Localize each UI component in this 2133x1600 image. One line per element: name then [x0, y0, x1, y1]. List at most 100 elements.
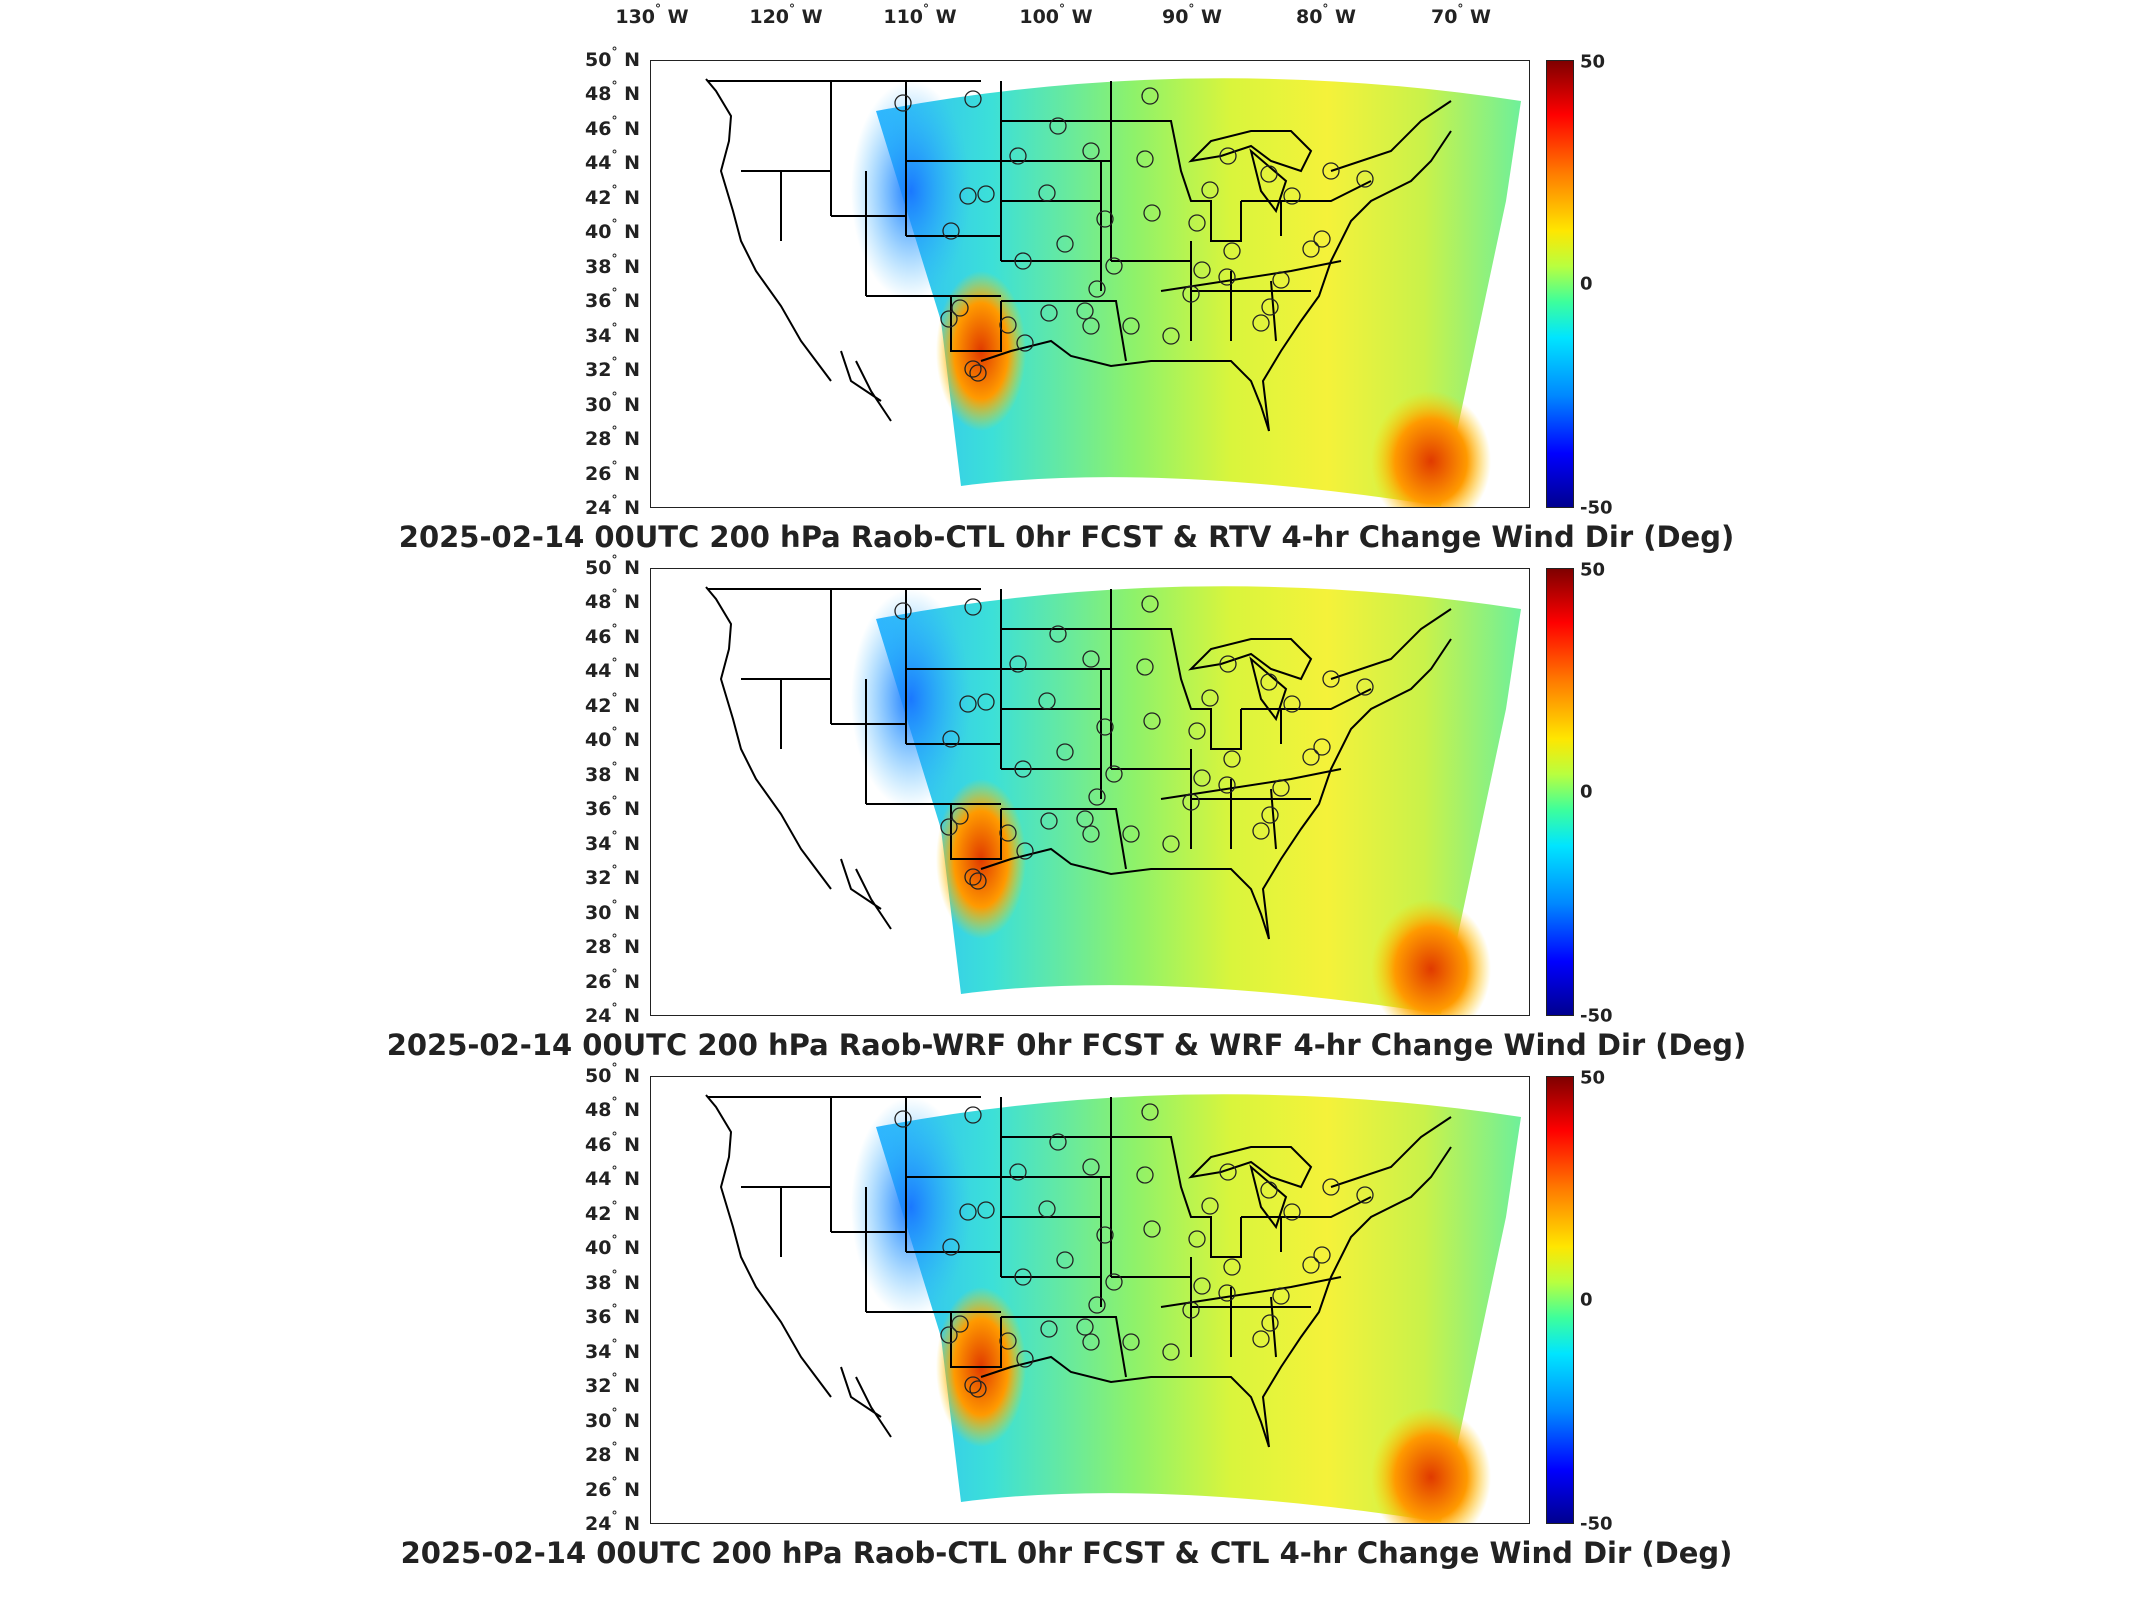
raob-station-marker [1193, 1277, 1211, 1295]
panel-title: 2025-02-14 00UTC 200 hPa Raob-CTL 0hr FC… [398, 520, 1735, 554]
map-frame [650, 60, 1530, 508]
raob-station-marker [1193, 769, 1211, 787]
raob-station-marker [969, 364, 987, 382]
raob-station-marker [951, 807, 969, 825]
lat-tick-46: 46° N [585, 113, 640, 140]
raob-station-marker [1056, 1251, 1074, 1269]
lat-tick-44: 44° N [585, 656, 640, 683]
raob-station-marker [1076, 1318, 1094, 1336]
boundary-line [950, 804, 1127, 870]
raob-station-marker [1356, 1186, 1374, 1204]
boundary-line [1188, 1146, 1313, 1189]
raob-station-marker [1038, 1200, 1056, 1218]
boundary-line [1111, 1116, 1452, 1308]
raob-station-marker [1143, 1220, 1161, 1238]
boundary-line [905, 81, 1112, 291]
raob-station-marker [1122, 1333, 1140, 1351]
raob-station-marker [999, 316, 1017, 334]
raob-station-marker [1105, 257, 1123, 275]
raob-station-marker [964, 598, 982, 616]
boundary-line [705, 78, 832, 382]
raob-station-marker [1049, 1133, 1067, 1151]
lat-tick-34: 34° N [585, 320, 640, 347]
raob-station-marker [1261, 806, 1279, 824]
lat-tick-34: 34° N [585, 828, 640, 855]
raob-station-marker [1188, 214, 1206, 232]
negative-anomaly-region [851, 81, 971, 301]
lat-tick-30: 30° N [585, 1405, 640, 1432]
negative-anomaly-region [851, 1097, 971, 1317]
raob-station-marker [1088, 788, 1106, 806]
raob-station-marker [1136, 658, 1154, 676]
positive-anomaly-region [1371, 899, 1491, 1015]
raob-station-marker [1322, 670, 1340, 688]
raob-station-marker [1182, 793, 1200, 811]
boundary-line [1249, 656, 1288, 722]
boundary-line [950, 296, 1127, 362]
raob-station-marker [1056, 235, 1074, 253]
map-svg [705, 78, 1521, 507]
raob-station-marker [1014, 252, 1032, 270]
panel-title: 2025-02-14 00UTC 200 hPa Raob-CTL 0hr FC… [400, 1536, 1733, 1570]
raob-station-marker [1252, 822, 1270, 840]
raob-station-marker [1009, 147, 1027, 165]
lat-tick-38: 38° N [585, 251, 640, 278]
raob-station-marker [942, 1238, 960, 1256]
raob-station-marker [977, 185, 995, 203]
boundary-line [840, 858, 892, 930]
longitude-axis: 130° W 120° W 110° W 100° W 90° W 80° W … [0, 0, 2133, 40]
raob-station-marker [999, 1332, 1017, 1350]
boundary-line [840, 1366, 892, 1438]
raob-station-marker [1136, 150, 1154, 168]
negative-anomaly-region [851, 589, 971, 809]
boundary-line [1249, 148, 1288, 214]
colorbar-min-label: -50 [1580, 1513, 1613, 1535]
raob-station-marker [1322, 162, 1340, 180]
colorbar-mid-label: 0 [1580, 781, 1593, 803]
lat-tick-40: 40° N [585, 217, 640, 244]
raob-station-marker [1261, 1314, 1279, 1332]
raob-station-marker [940, 818, 958, 836]
raob-station-marker [1143, 204, 1161, 222]
map-frame [650, 1076, 1530, 1524]
raob-station-marker [1313, 1246, 1331, 1264]
raob-station-marker [1082, 317, 1100, 335]
raob-station-marker [1040, 304, 1058, 322]
raob-station-marker [964, 1106, 982, 1124]
raob-station-marker [1201, 689, 1219, 707]
colorbar-max-label: 50 [1580, 1067, 1606, 1089]
lat-tick-42: 42° N [585, 690, 640, 717]
colorbar [1546, 1076, 1574, 1524]
raob-station-marker [1302, 240, 1320, 258]
raob-station-marker [1082, 825, 1100, 843]
colorbar-max-label: 50 [1580, 559, 1606, 581]
boundary-line [840, 350, 892, 422]
raob-station-marker [977, 693, 995, 711]
raob-station-marker [1283, 695, 1301, 713]
lon-tick-70: 70° W [1430, 2, 1492, 28]
raob-station-marker [1009, 1163, 1027, 1181]
lat-tick-24: 24° N [585, 1509, 640, 1535]
lat-tick-34: 34° N [585, 1336, 640, 1363]
raob-station-marker [1105, 765, 1123, 783]
raob-station-marker [1082, 650, 1100, 668]
positive-anomaly-region [1371, 391, 1491, 507]
colorbar-mid-label: 0 [1580, 273, 1593, 295]
raob-station-marker [1162, 835, 1180, 853]
raob-station-marker [964, 868, 982, 886]
raob-station-marker [951, 299, 969, 317]
boundary-line [1261, 130, 1452, 432]
colorbar-min-label: -50 [1580, 497, 1613, 519]
map-frame [650, 568, 1530, 1016]
lat-tick-28: 28° N [585, 932, 640, 959]
lat-tick-32: 32° N [585, 863, 640, 890]
raob-station-marker [1082, 142, 1100, 160]
raob-station-marker [1302, 1256, 1320, 1274]
raob-station-marker [1188, 722, 1206, 740]
boundary-line [980, 847, 1270, 940]
boundary-line [1249, 1164, 1288, 1230]
raob-station-marker [1082, 1333, 1100, 1351]
lat-tick-36: 36° N [585, 1302, 640, 1329]
lat-tick-30: 30° N [585, 389, 640, 416]
raob-station-marker [1016, 842, 1034, 860]
